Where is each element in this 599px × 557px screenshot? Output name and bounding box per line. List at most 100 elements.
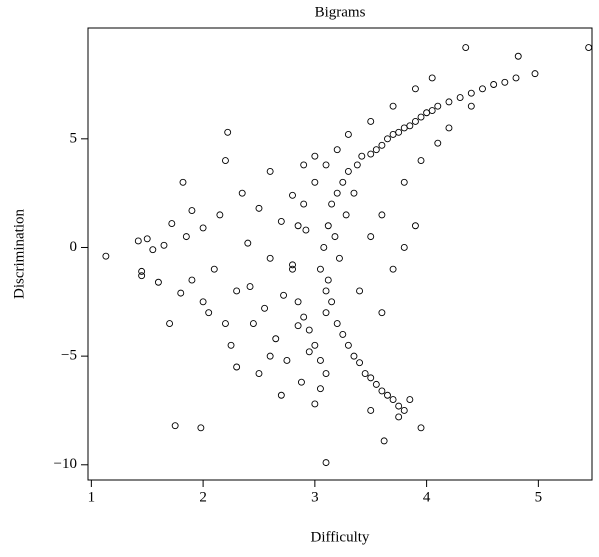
point xyxy=(102,252,110,260)
point xyxy=(134,237,142,245)
point xyxy=(378,309,386,317)
point xyxy=(445,124,453,132)
point xyxy=(322,287,330,295)
point xyxy=(320,244,328,251)
point xyxy=(294,298,302,306)
y-tick-label: −10 xyxy=(54,456,77,472)
point xyxy=(378,141,386,149)
point xyxy=(333,189,341,197)
point xyxy=(324,276,332,284)
point xyxy=(297,378,305,386)
point xyxy=(417,157,425,165)
point xyxy=(316,265,324,273)
point xyxy=(395,413,403,421)
point xyxy=(361,370,369,377)
point xyxy=(378,387,386,395)
point xyxy=(406,122,414,130)
point xyxy=(277,391,285,399)
point xyxy=(199,298,207,306)
point xyxy=(384,391,391,399)
point xyxy=(138,272,146,280)
point xyxy=(395,128,403,136)
point xyxy=(233,363,241,371)
point xyxy=(514,52,522,60)
point xyxy=(182,233,190,241)
point xyxy=(333,320,341,327)
point xyxy=(490,81,498,88)
y-tick-label: −5 xyxy=(61,348,77,364)
point xyxy=(585,44,593,52)
point xyxy=(246,283,254,291)
point xyxy=(378,211,386,219)
point xyxy=(389,102,397,110)
point xyxy=(311,152,319,160)
point xyxy=(166,320,174,327)
point xyxy=(179,178,187,186)
point xyxy=(389,396,397,404)
point xyxy=(233,287,241,295)
point xyxy=(199,224,207,232)
point xyxy=(289,265,296,273)
point xyxy=(322,459,330,467)
point xyxy=(350,189,358,197)
point xyxy=(462,44,470,52)
point xyxy=(224,128,232,136)
point xyxy=(367,150,375,158)
point xyxy=(300,161,308,169)
point xyxy=(367,117,375,125)
point xyxy=(467,89,475,97)
point xyxy=(272,335,280,343)
point xyxy=(311,178,319,186)
point xyxy=(160,241,168,249)
point xyxy=(266,352,274,360)
point xyxy=(302,226,310,234)
point xyxy=(423,109,431,117)
point xyxy=(305,348,313,356)
point xyxy=(400,244,408,251)
point xyxy=(344,167,352,175)
point xyxy=(400,178,408,186)
point xyxy=(205,309,213,317)
point xyxy=(335,254,343,262)
point xyxy=(171,422,179,430)
point xyxy=(434,102,442,110)
point xyxy=(400,124,408,132)
point xyxy=(289,191,296,199)
point xyxy=(311,341,319,349)
y-tick-label: 0 xyxy=(70,239,78,255)
point xyxy=(322,309,330,317)
point xyxy=(367,233,375,241)
point xyxy=(249,320,257,327)
point xyxy=(168,220,176,228)
point xyxy=(411,117,419,125)
point xyxy=(350,352,358,360)
point xyxy=(417,424,425,432)
point xyxy=(277,217,285,225)
point xyxy=(428,107,436,115)
y-axis-label: Discrimination xyxy=(11,209,27,299)
point xyxy=(400,407,408,414)
y-tick-label: 5 xyxy=(70,130,78,146)
point xyxy=(316,385,324,393)
point xyxy=(300,313,308,321)
point xyxy=(353,161,361,169)
point xyxy=(316,357,324,364)
point xyxy=(138,267,146,275)
x-axis-label: Difficulty xyxy=(311,529,370,545)
point xyxy=(531,70,539,78)
point xyxy=(216,211,224,219)
point xyxy=(344,341,352,349)
point xyxy=(356,287,364,295)
point xyxy=(411,222,419,230)
point xyxy=(328,298,336,306)
point xyxy=(428,74,436,82)
point xyxy=(372,146,380,154)
point xyxy=(227,341,235,349)
point xyxy=(294,322,302,330)
point xyxy=(300,200,308,208)
point xyxy=(372,380,380,388)
point xyxy=(280,291,288,299)
point xyxy=(305,326,313,334)
point xyxy=(322,161,330,169)
